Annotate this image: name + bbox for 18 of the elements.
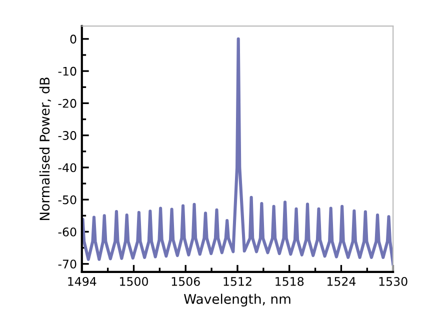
y-tick-label: -20 xyxy=(58,98,76,108)
x-axis-title: Wavelength, nm xyxy=(184,294,290,307)
y-tick-label: -70 xyxy=(58,260,76,269)
x-tick-label: 1518 xyxy=(276,276,304,286)
y-axis-title: Normalised Power, dB xyxy=(39,78,51,220)
x-tick-label: 1530 xyxy=(379,276,408,286)
x-tick-label: 1524 xyxy=(327,276,356,286)
y-tick-label: 0 xyxy=(70,34,76,44)
x-tick-label: 1494 xyxy=(68,276,96,286)
y-tick-label: -30 xyxy=(58,131,76,140)
line-series xyxy=(82,37,394,266)
y-tick-label: -60 xyxy=(58,227,76,236)
x-tick-label: 1500 xyxy=(120,276,148,286)
y-tick-label: -50 xyxy=(58,195,76,204)
y-tick-label: -40 xyxy=(58,163,76,172)
x-tick-label: 1506 xyxy=(172,276,200,286)
y-tick-label: -10 xyxy=(58,66,76,76)
x-tick-label: 1512 xyxy=(224,276,252,286)
